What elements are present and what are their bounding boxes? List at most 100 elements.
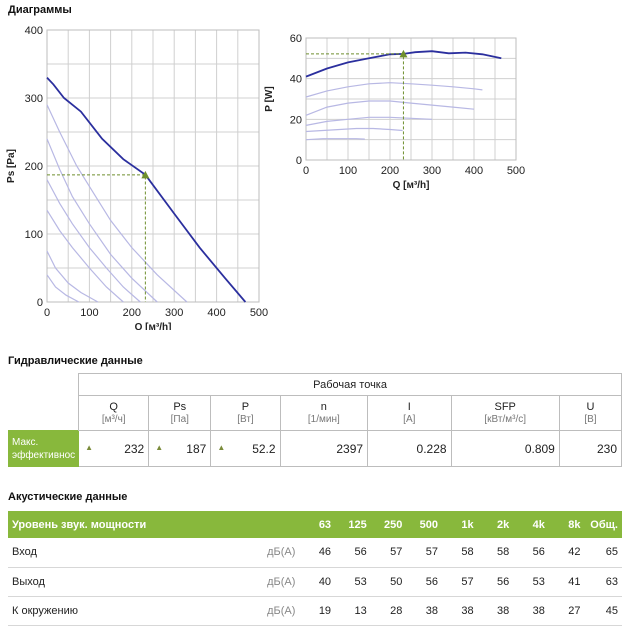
acoustic-value: 57 xyxy=(370,538,407,568)
acoustic-value: 45 xyxy=(584,596,622,626)
acoustic-value: 46 xyxy=(299,538,336,568)
y-axis-label: P [W] xyxy=(264,86,275,111)
aux-curve xyxy=(305,116,433,126)
operating-point-marker xyxy=(141,170,150,179)
y-tick-label: 400 xyxy=(25,25,43,37)
acoustic-row: Вход дБ(А) 46 56 57 57 58 58 56 42 65 xyxy=(8,538,622,568)
operating-point-marker xyxy=(399,49,408,58)
hydraulic-col-name: Ps xyxy=(173,400,187,413)
x-tick-label: 200 xyxy=(123,307,141,319)
hydraulic-table: Рабочая точка Q [м³/ч] Ps [Па] P [Вт] n [1/мин]… xyxy=(7,373,623,467)
aux-curve xyxy=(46,250,99,303)
hydraulic-col-q: Q [м³/ч] xyxy=(78,395,150,431)
diagrams-title: Диаграммы xyxy=(8,4,72,16)
acoustic-value: 41 xyxy=(548,567,585,597)
acoustic-value: 65 xyxy=(584,538,622,568)
band-header: 125 xyxy=(335,511,371,538)
aux-curve xyxy=(305,100,475,116)
acoustic-value: 13 xyxy=(335,596,371,626)
acoustic-value: 38 xyxy=(513,596,549,626)
operating-point-header: Рабочая точка xyxy=(78,373,622,396)
x-tick-label: 300 xyxy=(165,307,183,319)
hydraulic-col-name: Q xyxy=(109,400,118,413)
hydraulic-col-unit: [A] xyxy=(403,413,416,425)
grid xyxy=(46,29,260,303)
y-tick-label: 20 xyxy=(290,114,302,126)
acoustic-value: 42 xyxy=(548,538,585,568)
hydraulic-value: ▲ 52.2 xyxy=(210,430,281,467)
hydraulic-value: 0.228 xyxy=(367,430,452,467)
band-header: Общ. xyxy=(584,511,622,538)
aux-curve xyxy=(305,82,483,98)
hydraulic-title: Гидравлические данные xyxy=(8,355,143,367)
band-header: 2k xyxy=(477,511,514,538)
x-tick-label: 300 xyxy=(423,165,441,177)
acoustic-title: Акустические данные xyxy=(8,491,128,503)
acoustic-value: 57 xyxy=(406,538,442,568)
y-tick-label: 60 xyxy=(290,33,302,45)
x-tick-label: 400 xyxy=(465,165,483,177)
x-tick-label: 100 xyxy=(339,165,357,177)
hydraulic-col-name: n xyxy=(320,400,327,413)
x-tick-label: 200 xyxy=(381,165,399,177)
band-header: 250 xyxy=(370,511,407,538)
y-tick-label: 200 xyxy=(25,161,43,173)
hydraulic-col-name: U xyxy=(586,400,595,413)
operating-point-guide xyxy=(306,53,404,160)
power-chart: 0 100 200 300 400 500 0 20 40 60 Q [м³/h] P [W] xyxy=(264,33,525,191)
acoustic-value: 57 xyxy=(441,567,478,597)
aux-curve xyxy=(46,209,124,303)
band-header: 4k xyxy=(513,511,549,538)
hydraulic-value: 2397 xyxy=(279,430,369,467)
acoustic-header-label: Уровень звук. мощности xyxy=(8,511,208,538)
acoustic-value: 38 xyxy=(477,596,514,626)
y-tick-label: 300 xyxy=(25,93,43,105)
acoustic-row-label: Вход xyxy=(8,538,208,568)
grid xyxy=(305,37,517,161)
hydraulic-col-unit: [В] xyxy=(584,413,597,425)
max-efficiency-label: Макс. эффективнос xyxy=(7,430,80,467)
aux-curve xyxy=(46,138,158,303)
hydraulic-value: 230 xyxy=(558,430,623,467)
operating-point-icon: ▲ xyxy=(217,443,226,452)
aux-curve xyxy=(305,127,403,133)
acoustic-value: 19 xyxy=(299,596,336,626)
operating-point-icon: ▲ xyxy=(155,443,164,452)
acoustic-value: 28 xyxy=(370,596,407,626)
main-curve xyxy=(46,76,247,303)
acoustic-value: 27 xyxy=(548,596,585,626)
y-tick-label: 40 xyxy=(290,74,302,86)
acoustic-row-unit: дБ(А) xyxy=(207,567,300,597)
main-curve xyxy=(305,50,502,78)
aux-curve xyxy=(46,104,188,303)
hydraulic-col-ps: Ps [Па] xyxy=(148,395,212,431)
acoustic-value: 38 xyxy=(441,596,478,626)
acoustic-value: 56 xyxy=(477,567,514,597)
acoustic-row: К окружению дБ(А) 19 13 28 38 38 38 38 27 45 xyxy=(8,596,622,626)
hydraulic-value: ▲ 232 xyxy=(78,430,150,467)
hydraulic-col-name: SFP xyxy=(494,400,516,413)
acoustic-value: 63 xyxy=(584,567,622,597)
x-tick-label: 0 xyxy=(303,165,309,177)
hydraulic-col-i: I [A] xyxy=(367,395,452,431)
y-axis-label: Ps [Pa] xyxy=(6,149,17,183)
x-tick-label: 500 xyxy=(507,165,525,177)
acoustic-row-label: Выход xyxy=(8,567,208,597)
acoustic-value: 56 xyxy=(513,538,549,568)
acoustic-row: Выход дБ(А) 40 53 50 56 57 56 53 41 63 xyxy=(8,567,622,597)
blank-cell xyxy=(9,396,79,431)
acoustic-value: 58 xyxy=(441,538,478,568)
hydraulic-col-unit: [м³/ч] xyxy=(101,413,126,425)
hydraulic-col-n: n [1/мин] xyxy=(279,395,369,431)
acoustic-row-unit: дБ(А) xyxy=(207,596,300,626)
x-axis-label: Q [м³/h] xyxy=(135,322,172,330)
acoustic-value: 56 xyxy=(406,567,442,597)
hydraulic-value: ▲ 187 xyxy=(148,430,212,467)
hydraulic-col-p: P [Вт] xyxy=(210,395,281,431)
hydraulic-col-unit: [Вт] xyxy=(237,413,254,425)
operating-point-guide xyxy=(47,174,146,302)
aux-curve xyxy=(46,274,80,303)
acoustic-value: 50 xyxy=(370,567,407,597)
plot-frame xyxy=(46,29,260,303)
y-tick-label: 100 xyxy=(25,229,43,241)
